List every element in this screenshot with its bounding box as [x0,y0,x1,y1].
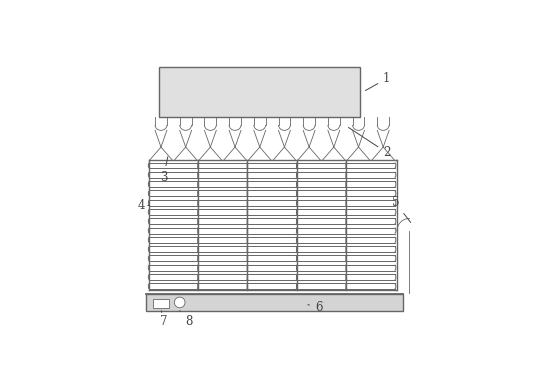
Text: 6: 6 [308,301,322,314]
Bar [146,293,403,311]
Text: 4: 4 [137,199,149,212]
Text: 5: 5 [392,196,411,222]
Circle shape [174,297,185,308]
Text: 3: 3 [160,157,168,184]
Text: 8: 8 [180,311,192,328]
Bar [159,67,360,117]
Text: 7: 7 [160,311,167,328]
Text: 2: 2 [348,127,391,159]
Bar [153,300,169,308]
Text: 1: 1 [365,72,391,91]
